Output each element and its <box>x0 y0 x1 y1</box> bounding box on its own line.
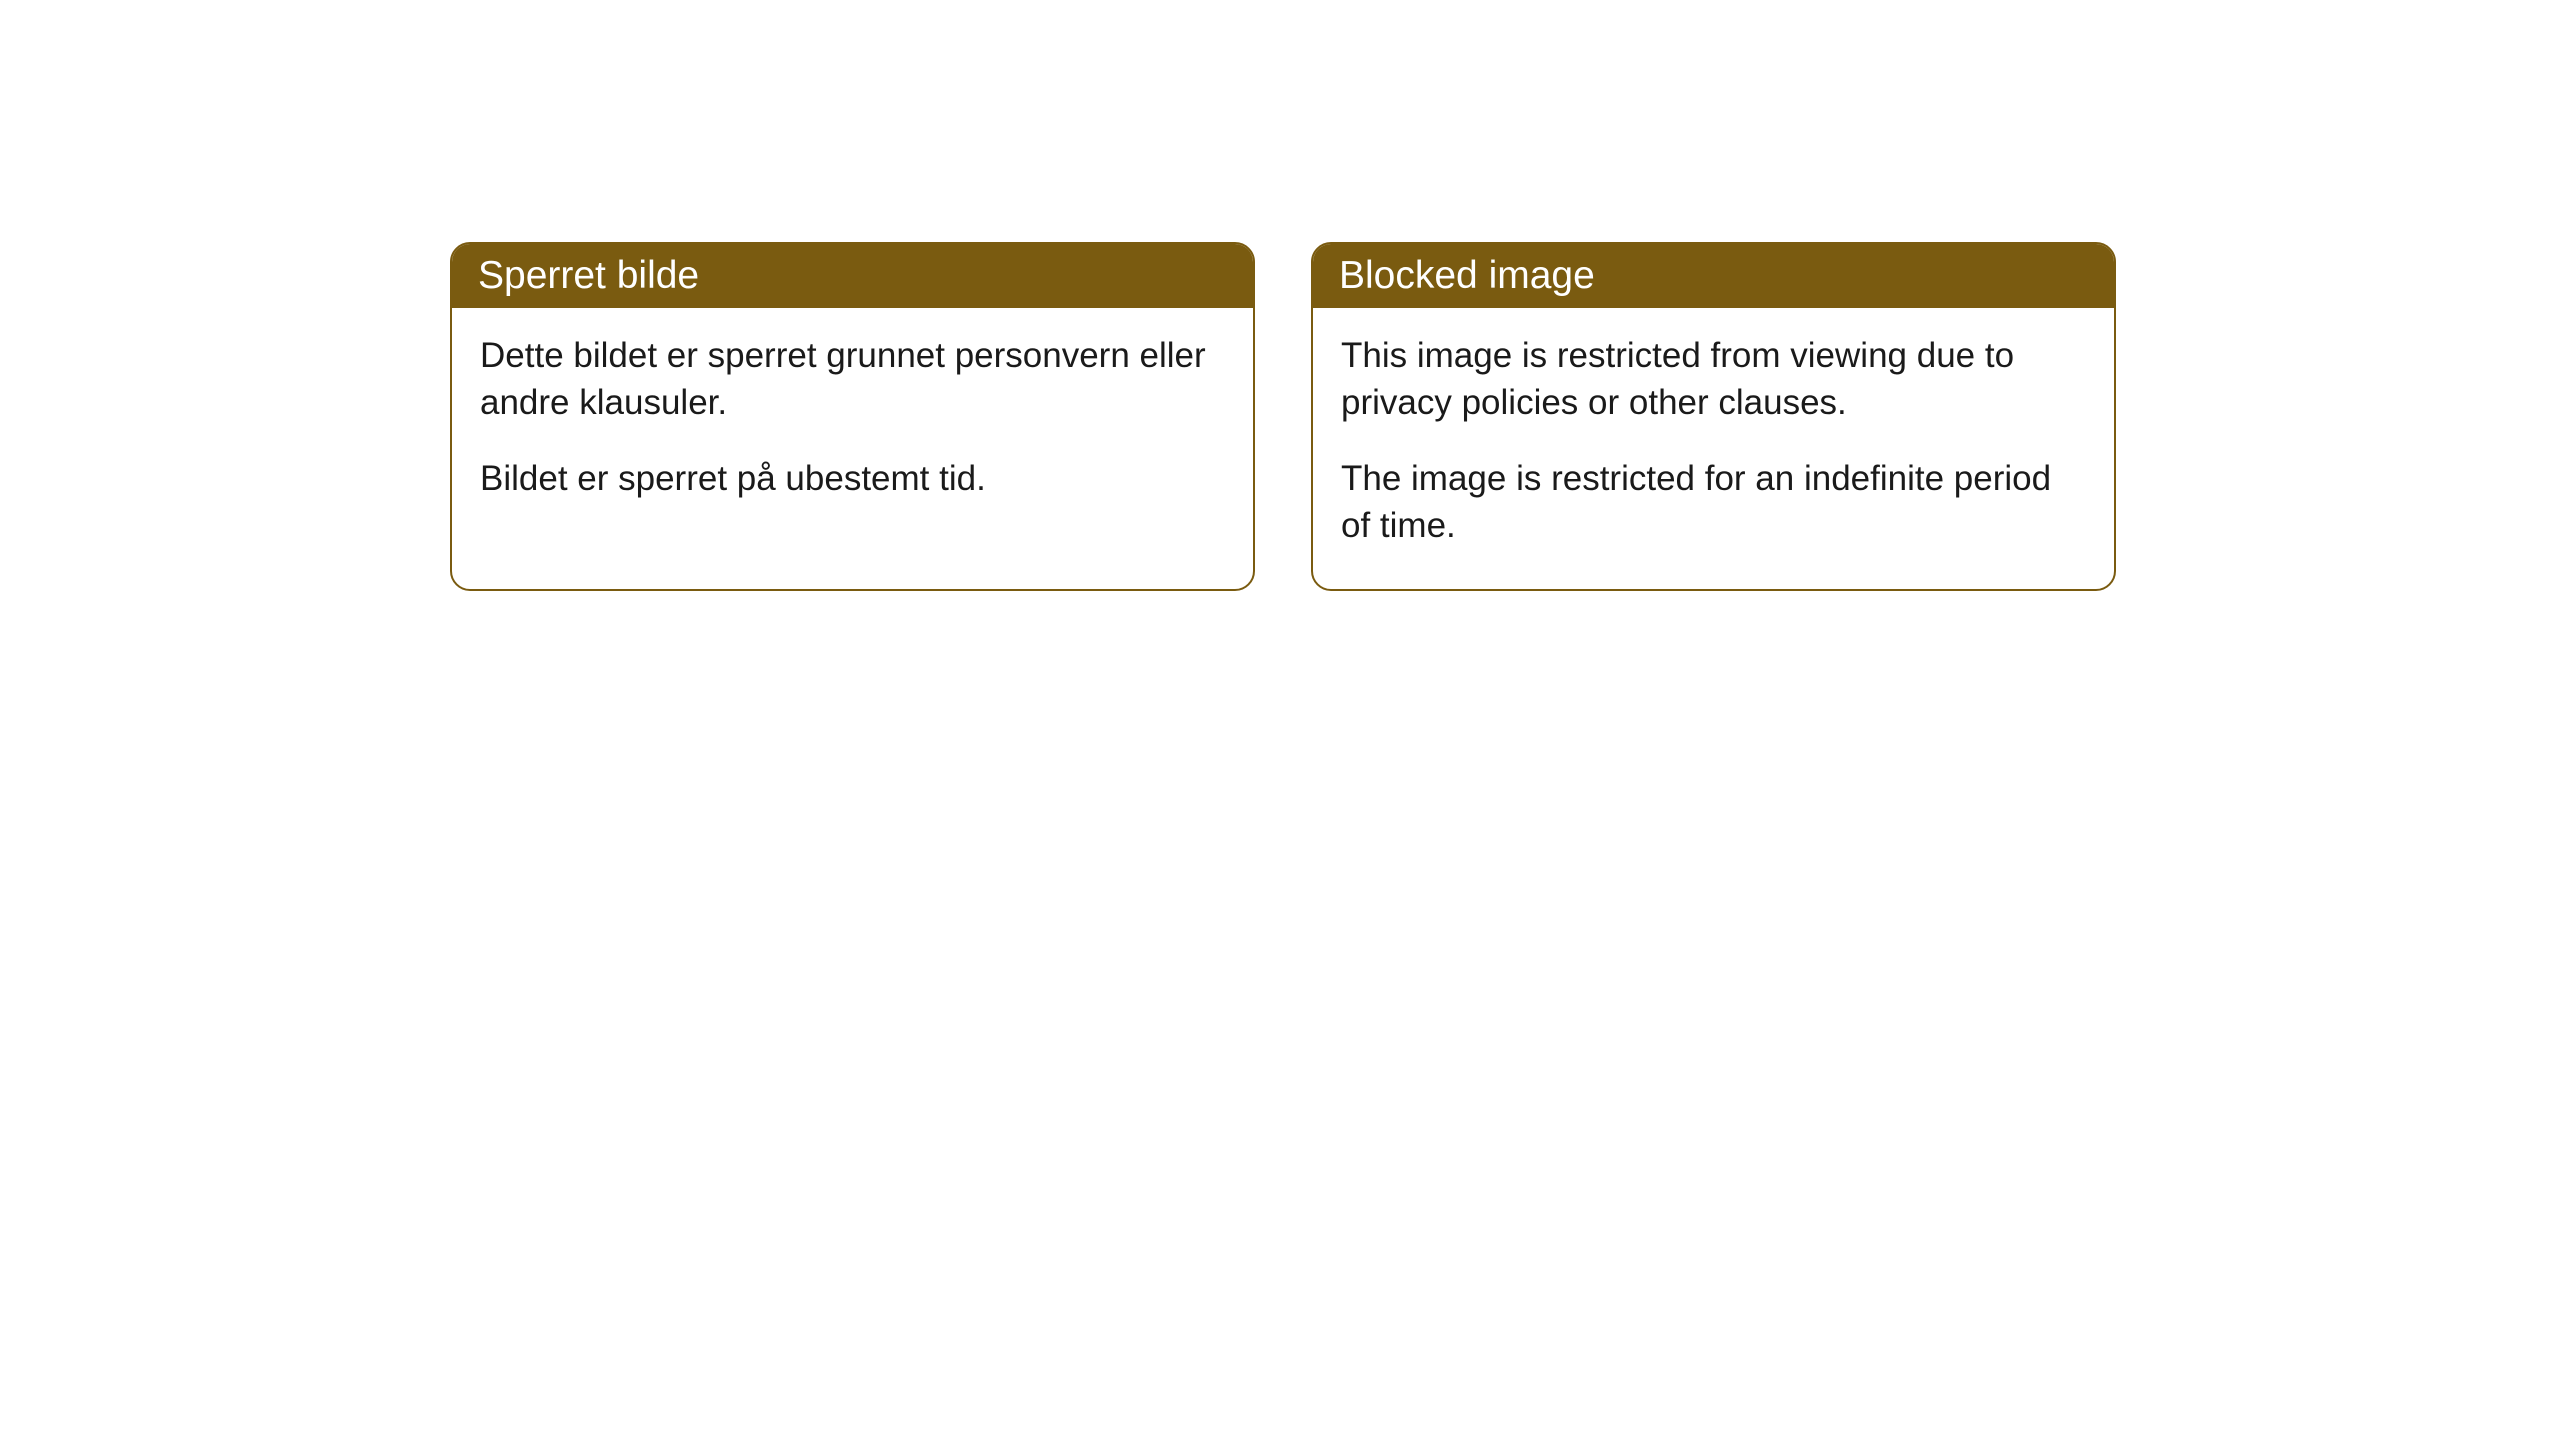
card-title: Blocked image <box>1339 254 1595 297</box>
card-english: Blocked image This image is restricted f… <box>1311 242 2116 591</box>
cards-container: Sperret bilde Dette bildet er sperret gr… <box>450 242 2116 591</box>
card-header-english: Blocked image <box>1313 244 2114 308</box>
card-body-norwegian: Dette bildet er sperret grunnet personve… <box>452 308 1253 542</box>
card-paragraph: This image is restricted from viewing du… <box>1341 332 2086 427</box>
card-norwegian: Sperret bilde Dette bildet er sperret gr… <box>450 242 1255 591</box>
card-body-english: This image is restricted from viewing du… <box>1313 308 2114 589</box>
card-paragraph: The image is restricted for an indefinit… <box>1341 455 2086 550</box>
card-title: Sperret bilde <box>478 254 699 297</box>
card-header-norwegian: Sperret bilde <box>452 244 1253 308</box>
card-paragraph: Bildet er sperret på ubestemt tid. <box>480 455 1225 502</box>
card-paragraph: Dette bildet er sperret grunnet personve… <box>480 332 1225 427</box>
